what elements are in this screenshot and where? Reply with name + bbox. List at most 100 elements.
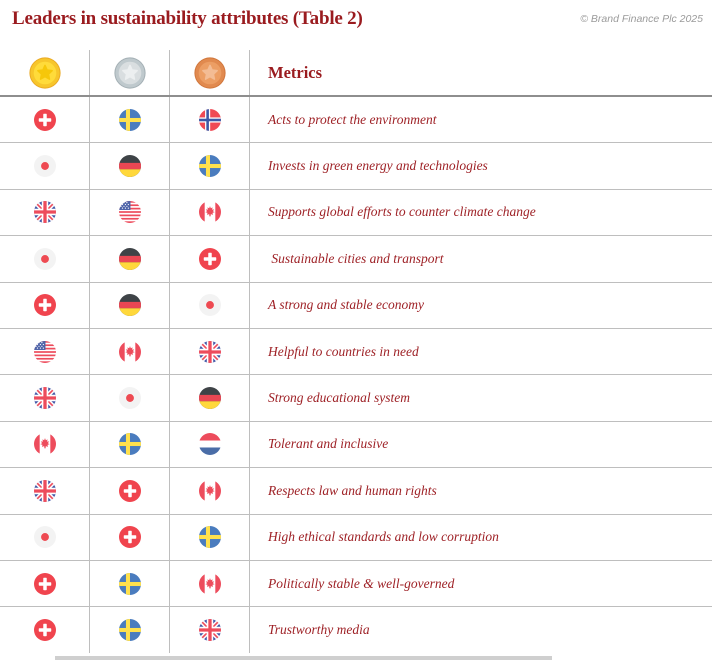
flag-icon-canada <box>198 201 221 224</box>
silver-flag-cell <box>90 421 170 468</box>
metric-label: Acts to protect the environment <box>268 111 437 127</box>
metric-label: High ethical standards and low corruptio… <box>268 529 499 545</box>
silver-flag-cell <box>90 282 170 328</box>
table-row: Politically stable & well-governed <box>0 560 712 608</box>
page-title: Leaders in sustainability attributes (Ta… <box>12 8 363 29</box>
flag-icon-switzerland <box>33 572 56 595</box>
metric-cell: Trustworthy media <box>250 607 712 652</box>
silver-flag-cell <box>90 375 170 421</box>
copyright-notice: © Brand Finance Plc 2025 <box>580 13 703 25</box>
metrics-column-header: Metrics <box>250 50 712 95</box>
table-row: Acts to protect the environment <box>0 97 712 144</box>
gold-flag-cell <box>0 143 90 189</box>
flag-icon-sweden <box>198 526 221 549</box>
flag-icon-united-kingdom <box>198 618 221 641</box>
flag-icon-germany <box>118 294 141 317</box>
bronze-flag-cell <box>170 97 250 143</box>
silver-column-header <box>90 50 170 95</box>
table-row: Respects law and human rights <box>0 468 712 515</box>
gold-flag-cell <box>0 607 90 653</box>
bronze-flag-cell <box>170 514 250 560</box>
bronze-flag-cell <box>170 143 250 189</box>
silver-flag-cell <box>90 97 170 143</box>
silver-flag-cell <box>90 607 170 653</box>
flag-icon-united-kingdom <box>198 340 221 363</box>
gold-flag-cell <box>0 236 90 282</box>
flag-icon-canada <box>198 572 221 595</box>
table-row: Helpful to countries in need <box>0 328 712 376</box>
metric-cell: Supports global efforts to counter clima… <box>250 190 712 235</box>
metric-label: Trustworthy media <box>268 621 370 637</box>
silver-flag-cell <box>90 560 170 607</box>
bronze-flag-cell <box>170 607 250 653</box>
metric-label: Supports global efforts to counter clima… <box>268 204 536 220</box>
gold-flag-cell <box>0 328 90 375</box>
gold-flag-cell <box>0 375 90 421</box>
silver-flag-cell <box>90 468 170 514</box>
flag-icon-sweden <box>118 572 141 595</box>
flag-icon-canada <box>118 340 141 363</box>
metric-cell: Acts to protect the environment <box>250 97 712 142</box>
flag-icon-sweden <box>198 155 221 178</box>
bronze-medal-icon <box>193 56 227 90</box>
flag-icon-japan <box>33 247 56 270</box>
bronze-flag-cell <box>170 328 250 375</box>
metrics-header-label: Metrics <box>268 62 323 82</box>
silver-flag-cell <box>90 328 170 375</box>
flag-icon-japan <box>118 387 141 410</box>
metric-cell: Strong educational system <box>250 375 712 420</box>
page-header: Leaders in sustainability attributes (Ta… <box>0 0 712 50</box>
flag-icon-netherlands <box>198 433 221 456</box>
cropped-bottom-gridline <box>55 656 552 660</box>
flag-icon-germany <box>198 387 221 410</box>
table-row: A strong and stable economy <box>0 282 712 329</box>
gold-column-header <box>0 50 90 95</box>
table-row: Sustainable cities and transport <box>0 236 712 283</box>
flag-icon-switzerland <box>33 108 56 131</box>
flag-icon-united-states <box>33 340 56 363</box>
metric-label: Helpful to countries in need <box>268 343 419 359</box>
metric-label: Invests in green energy and technologies <box>268 158 488 174</box>
gold-flag-cell <box>0 468 90 514</box>
gold-flag-cell <box>0 514 90 560</box>
table-row: Trustworthy media <box>0 607 712 653</box>
flag-icon-japan <box>33 155 56 178</box>
flag-icon-germany <box>118 155 141 178</box>
metric-cell: Politically stable & well-governed <box>250 561 712 606</box>
flag-icon-germany <box>118 247 141 270</box>
table-row: Supports global efforts to counter clima… <box>0 189 712 237</box>
metric-label: Strong educational system <box>268 390 410 406</box>
metric-label: A strong and stable economy <box>268 297 424 313</box>
gold-flag-cell <box>0 421 90 468</box>
flag-icon-switzerland <box>33 618 56 641</box>
bronze-flag-cell <box>170 282 250 328</box>
metric-label: Tolerant and inclusive <box>268 436 389 452</box>
table-body: Acts to protect the environment Invests … <box>0 97 712 653</box>
table-row: Tolerant and inclusive <box>0 421 712 469</box>
gold-flag-cell <box>0 189 90 236</box>
bronze-flag-cell <box>170 468 250 514</box>
silver-flag-cell <box>90 514 170 560</box>
metric-label: Respects law and human rights <box>268 482 437 498</box>
flag-icon-switzerland <box>118 526 141 549</box>
bronze-flag-cell <box>170 375 250 421</box>
flag-icon-united-kingdom <box>33 479 56 502</box>
flag-icon-switzerland <box>198 247 221 270</box>
metric-cell: Helpful to countries in need <box>250 329 712 374</box>
silver-flag-cell <box>90 189 170 236</box>
gold-flag-cell <box>0 560 90 607</box>
gold-flag-cell <box>0 282 90 328</box>
metric-cell: Sustainable cities and transport <box>250 236 712 281</box>
gold-medal-icon <box>28 56 62 90</box>
table-row: Strong educational system <box>0 375 712 422</box>
flag-icon-japan <box>198 294 221 317</box>
silver-medal-icon <box>113 56 147 90</box>
flag-icon-sweden <box>118 618 141 641</box>
bronze-flag-cell <box>170 560 250 607</box>
flag-icon-japan <box>33 526 56 549</box>
flag-icon-switzerland <box>33 294 56 317</box>
sustainability-leaders-table: Metrics Acts to protect the environment <box>0 50 712 653</box>
flag-icon-united-states <box>118 201 141 224</box>
metric-cell: High ethical standards and low corruptio… <box>250 515 712 560</box>
metric-cell: Invests in green energy and technologies <box>250 143 712 188</box>
